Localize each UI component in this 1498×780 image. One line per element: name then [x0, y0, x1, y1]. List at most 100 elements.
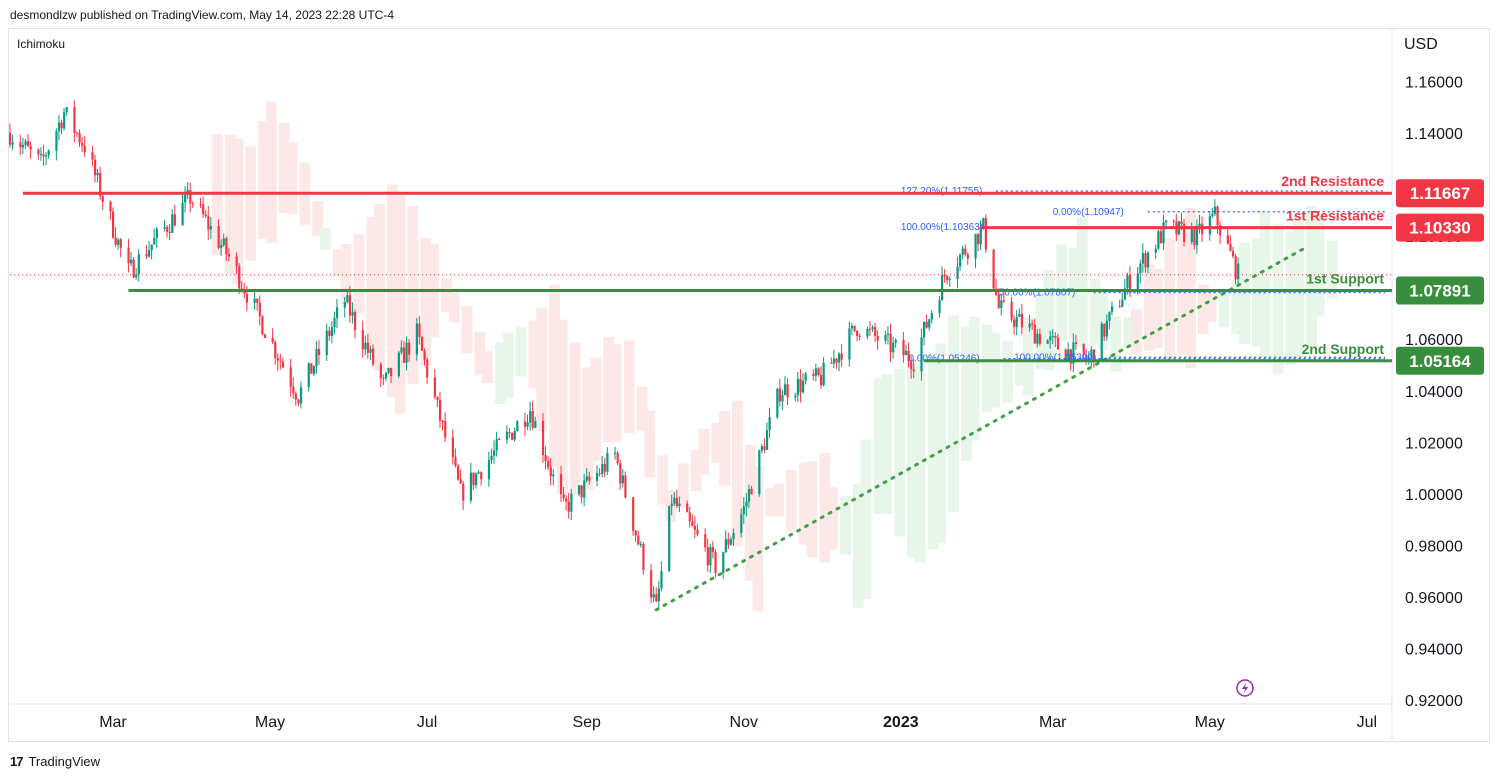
cloud-segment — [1069, 248, 1081, 340]
candle-body — [812, 373, 815, 376]
candle-body — [65, 107, 68, 113]
candle-body — [1136, 273, 1139, 291]
candle-body — [505, 431, 509, 440]
candle-body — [150, 244, 153, 251]
y-tick-label: 0.98000 — [1405, 538, 1463, 555]
publisher-line: desmondlzw published on TradingView.com,… — [10, 8, 394, 22]
candle-body — [63, 112, 66, 129]
y-tick-label: 0.94000 — [1405, 641, 1463, 658]
candle-body — [1118, 306, 1121, 308]
candle-body — [480, 472, 483, 480]
bolt-icon[interactable] — [1236, 679, 1254, 697]
cloud-segment — [981, 324, 993, 412]
candle-body — [202, 204, 205, 215]
candle-body — [820, 374, 823, 386]
candle-body — [765, 430, 769, 450]
candle-body — [1198, 223, 1201, 227]
candle-body — [132, 259, 135, 278]
cloud-segment — [961, 326, 972, 461]
candle-body — [778, 388, 782, 402]
cloud-segment — [1293, 215, 1305, 360]
candle-body — [493, 450, 496, 456]
trendline-layer — [654, 244, 1310, 612]
candle-body — [814, 368, 818, 376]
cloud-segment — [440, 278, 452, 313]
candle-body — [1054, 336, 1057, 338]
candle-body — [220, 244, 223, 248]
candle-body — [580, 485, 583, 498]
candle-body — [423, 350, 426, 360]
candle-body — [19, 142, 22, 148]
candle-body — [526, 422, 529, 427]
candle-body — [307, 363, 310, 388]
candle-body — [948, 279, 951, 281]
candle-body — [979, 227, 982, 245]
cloud-segment — [690, 449, 702, 492]
candle-body — [637, 535, 640, 545]
candle-body — [27, 141, 30, 147]
fibonacci-layer: 127.20%(1.11755) 100.00%(1.10363) 0.00%(1.… — [901, 186, 1385, 365]
candle-body — [904, 350, 908, 356]
candle-body — [691, 521, 694, 527]
cloud-segment — [1205, 291, 1217, 323]
cloud-segment — [948, 315, 960, 513]
candle-body — [1219, 225, 1222, 236]
cloud-segment — [752, 466, 764, 612]
candle-body — [1067, 349, 1070, 360]
cloud-segment — [806, 461, 818, 558]
cloud-segment — [582, 367, 594, 490]
candle-body — [549, 467, 552, 477]
candle-body — [1031, 323, 1034, 325]
candle-body — [688, 512, 691, 522]
cloud-segment — [852, 483, 864, 608]
cloud-segment — [211, 134, 223, 256]
cloud-segment — [719, 411, 730, 486]
candle-body — [1121, 299, 1124, 307]
candle-body — [408, 342, 411, 355]
candle-body — [207, 215, 210, 230]
cloud-segment — [353, 234, 365, 314]
cloud-segment — [711, 422, 723, 464]
currency-label[interactable]: USD — [1404, 36, 1438, 53]
candle-body — [477, 472, 480, 474]
candle-body — [475, 473, 478, 486]
candle-body — [639, 543, 642, 545]
candle-body — [1226, 235, 1229, 244]
candle-body — [433, 377, 437, 397]
candle-body — [235, 256, 238, 267]
indicator-label[interactable]: Ichimoku — [17, 37, 66, 51]
candle-body — [1183, 223, 1186, 242]
cloud-segment — [245, 146, 257, 261]
candle-body — [382, 377, 385, 379]
candle-body — [894, 340, 897, 343]
x-tick-label: Mar — [99, 714, 127, 731]
candle-body — [137, 254, 140, 275]
cloud-segment — [1043, 269, 1055, 370]
candle-body — [335, 307, 339, 318]
candle-body — [366, 342, 370, 353]
candle-body — [438, 399, 442, 421]
candle-body — [1064, 349, 1067, 360]
footer-brand[interactable]: 17 TradingView — [10, 754, 100, 769]
price-tag — [1396, 346, 1484, 375]
cloud-segment — [474, 331, 486, 375]
cloud-segment — [623, 340, 635, 433]
candle-body — [1018, 313, 1021, 318]
candle-body — [57, 122, 61, 132]
cloud-segment — [1130, 309, 1142, 354]
candle-body — [794, 395, 797, 398]
candle-body — [1172, 220, 1175, 222]
candle-body — [529, 411, 532, 423]
candle-body — [670, 503, 673, 506]
candle-body — [1020, 313, 1024, 328]
candle-body — [155, 228, 158, 238]
candle-body — [436, 396, 439, 400]
candle-body — [544, 455, 547, 462]
candle-body — [101, 196, 104, 202]
candle-body — [956, 266, 959, 280]
cloud-segment — [502, 332, 514, 398]
candle-body — [984, 218, 987, 250]
candle-body — [11, 142, 14, 145]
cloud-segment — [935, 343, 947, 544]
